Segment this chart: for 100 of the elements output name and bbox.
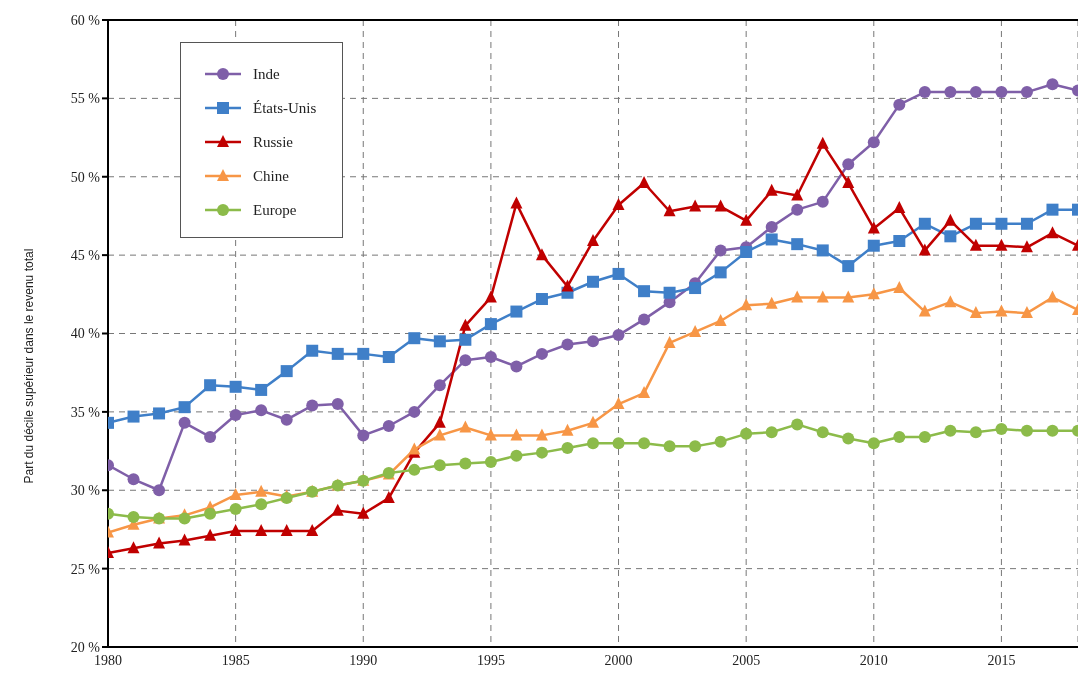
point xyxy=(229,409,242,422)
point xyxy=(127,473,140,486)
point xyxy=(842,176,855,189)
point xyxy=(153,484,166,497)
x-tick-label: 2010 xyxy=(859,652,888,668)
x-tick-label: 2005 xyxy=(732,652,761,668)
point xyxy=(587,234,599,247)
point xyxy=(663,440,676,453)
legend-label: Chine xyxy=(253,167,289,186)
point xyxy=(816,244,829,257)
point xyxy=(331,503,344,516)
point xyxy=(1046,290,1059,303)
point xyxy=(255,404,268,417)
point xyxy=(510,449,523,462)
point xyxy=(765,426,778,439)
point xyxy=(459,354,472,367)
point xyxy=(1020,240,1033,253)
point xyxy=(638,313,651,326)
point xyxy=(561,423,574,436)
point xyxy=(510,196,523,209)
point xyxy=(918,86,931,99)
y-tick-label: 55 % xyxy=(70,91,101,107)
point xyxy=(127,510,140,523)
point xyxy=(638,437,651,450)
point xyxy=(893,281,906,294)
point xyxy=(867,287,880,300)
point xyxy=(561,279,574,292)
point xyxy=(638,176,651,189)
point xyxy=(816,426,829,439)
x-tick-label: 2000 xyxy=(604,652,633,668)
y-tick-label: 60 % xyxy=(70,12,101,28)
point xyxy=(714,435,727,448)
point xyxy=(587,415,599,428)
point xyxy=(765,183,778,196)
point xyxy=(1020,86,1033,99)
point xyxy=(433,335,446,348)
point xyxy=(918,304,931,317)
point xyxy=(689,324,702,337)
legend-label: Europe xyxy=(253,201,297,220)
point xyxy=(484,428,497,441)
point xyxy=(561,338,574,351)
point xyxy=(535,347,548,360)
point xyxy=(484,351,497,364)
legend-label: États-Unis xyxy=(253,99,317,118)
point xyxy=(357,347,370,360)
point xyxy=(765,233,778,246)
point xyxy=(127,541,140,554)
point xyxy=(433,379,446,392)
point xyxy=(510,428,523,441)
point xyxy=(995,304,1008,317)
point xyxy=(408,332,421,345)
point xyxy=(969,86,982,99)
point xyxy=(995,86,1008,99)
point xyxy=(612,267,625,280)
point xyxy=(765,296,778,309)
point xyxy=(382,491,395,504)
point xyxy=(689,282,702,295)
point xyxy=(842,432,855,445)
point xyxy=(280,365,293,378)
point xyxy=(204,507,217,520)
legend-label: Russie xyxy=(253,133,294,152)
point xyxy=(587,437,599,450)
point xyxy=(255,484,268,497)
point xyxy=(867,239,880,252)
point xyxy=(714,266,727,279)
point xyxy=(204,430,217,443)
point xyxy=(944,295,957,308)
point xyxy=(357,506,370,519)
point xyxy=(969,426,982,439)
point xyxy=(740,213,753,226)
point xyxy=(459,457,472,470)
point xyxy=(306,344,319,357)
point xyxy=(280,413,293,426)
point xyxy=(255,524,268,537)
point xyxy=(969,306,982,319)
point xyxy=(535,428,548,441)
point xyxy=(204,379,217,392)
x-tick-label: 2015 xyxy=(987,652,1016,668)
x-tick-label: 1995 xyxy=(476,652,505,668)
point xyxy=(1046,424,1059,437)
point xyxy=(561,441,574,454)
y-tick-label: 40 % xyxy=(70,326,101,342)
point xyxy=(612,437,625,450)
point xyxy=(535,248,548,261)
point xyxy=(459,318,472,331)
point xyxy=(229,487,242,500)
point xyxy=(740,427,753,440)
point xyxy=(867,221,880,234)
point xyxy=(510,360,523,373)
point xyxy=(306,524,319,537)
y-axis-title: Part du décile supérieur dans le revenu total xyxy=(22,248,37,484)
point xyxy=(765,220,778,233)
point xyxy=(740,298,753,311)
point xyxy=(842,260,855,273)
point xyxy=(1046,78,1059,91)
point xyxy=(663,286,676,299)
y-tick-label: 35 % xyxy=(70,404,101,420)
point xyxy=(229,503,242,516)
point xyxy=(612,197,625,210)
point xyxy=(255,383,268,396)
